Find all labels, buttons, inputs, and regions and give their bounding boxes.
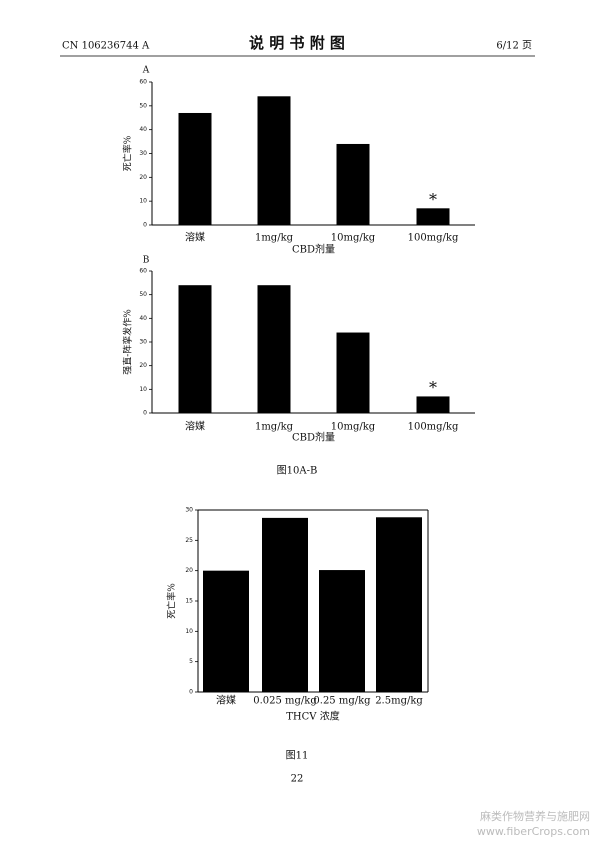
y-tick-label: 10 (185, 628, 193, 635)
y-axis-label: 死亡率% (122, 135, 134, 171)
x-tick-label: 10mg/kg (331, 233, 376, 244)
bar (319, 570, 365, 692)
y-tick-label: 40 (139, 126, 147, 133)
x-tick-label: 溶媒 (185, 231, 205, 244)
x-tick-label: 100mg/kg (408, 233, 459, 244)
x-tick-label: 0.25 mg/kg (313, 696, 371, 707)
bar (203, 570, 249, 692)
panel-label: A (142, 66, 150, 76)
x-tick-label: 溶媒 (216, 694, 236, 707)
x-tick-label: 1mg/kg (255, 422, 294, 433)
x-axis-label: CBD剂量 (292, 243, 335, 256)
y-tick-label: 30 (185, 507, 193, 514)
y-tick-label: 60 (139, 79, 147, 86)
patent-number: CN 106236744 A (62, 41, 150, 52)
y-tick-label: 50 (139, 291, 147, 298)
panel-label: B (143, 256, 150, 266)
x-tick-label: 10mg/kg (331, 422, 376, 433)
bar (178, 285, 212, 413)
bar (416, 208, 450, 225)
watermark: www.fiberCrops.com (477, 825, 590, 838)
bar (336, 143, 370, 225)
y-tick-label: 0 (143, 410, 147, 417)
y-tick-label: 15 (185, 598, 193, 605)
y-axis-label: 死亡率% (166, 583, 178, 619)
y-tick-label: 50 (139, 102, 147, 109)
bar (376, 517, 422, 692)
header-title: 说 明 书 附 图 (249, 34, 345, 52)
y-tick-label: 30 (139, 339, 147, 346)
y-tick-label: 25 (185, 537, 193, 544)
y-axis-label: 强直-阵挛发作% (122, 309, 134, 375)
bar (336, 332, 370, 413)
y-tick-label: 0 (143, 222, 147, 229)
caption: 图10A-B (277, 465, 318, 477)
caption: 图11 (286, 750, 309, 762)
y-tick-label: 10 (139, 198, 147, 205)
bar (257, 285, 291, 413)
bar (257, 96, 291, 225)
x-axis-label: THCV 浓度 (286, 710, 339, 723)
y-tick-label: 10 (139, 386, 147, 393)
y-tick-label: 5 (189, 658, 193, 665)
y-tick-label: 20 (185, 567, 193, 574)
significance-mark: * (429, 190, 437, 209)
page-number: 22 (291, 774, 304, 785)
y-tick-label: 60 (139, 268, 147, 275)
x-tick-label: 2.5mg/kg (375, 696, 423, 707)
y-tick-label: 0 (189, 689, 193, 696)
x-tick-label: 1mg/kg (255, 233, 294, 244)
significance-mark: * (429, 378, 437, 397)
x-axis-label: CBD剂量 (292, 431, 335, 444)
x-tick-label: 0.025 mg/kg (253, 696, 317, 707)
y-tick-label: 40 (139, 315, 147, 322)
bar (416, 396, 450, 413)
bar (262, 517, 308, 692)
page-count: 6/12 页 (496, 40, 532, 52)
bar (178, 112, 212, 225)
watermark: 麻类作物营养与施肥网 (480, 809, 590, 823)
x-tick-label: 100mg/kg (408, 422, 459, 433)
y-tick-label: 20 (139, 174, 147, 181)
x-tick-label: 溶媒 (185, 420, 205, 433)
y-tick-label: 30 (139, 150, 147, 157)
y-tick-label: 20 (139, 362, 147, 369)
